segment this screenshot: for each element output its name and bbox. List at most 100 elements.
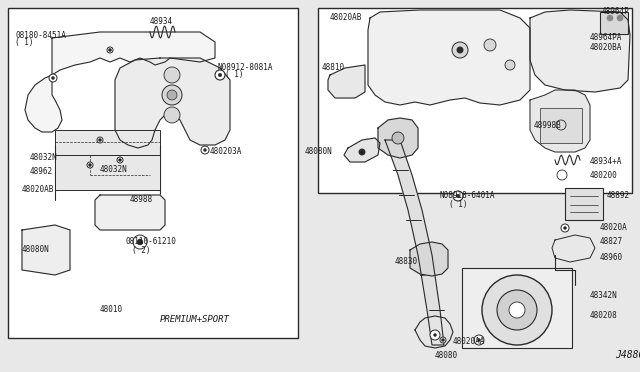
Text: 48020BA: 48020BA (590, 44, 622, 52)
Circle shape (87, 162, 93, 168)
Circle shape (497, 290, 537, 330)
Circle shape (164, 107, 180, 123)
Polygon shape (344, 138, 380, 162)
Circle shape (442, 339, 445, 341)
Text: 48934: 48934 (150, 17, 173, 26)
Text: 48892: 48892 (607, 190, 630, 199)
Polygon shape (378, 118, 418, 158)
Text: 48020A: 48020A (600, 224, 628, 232)
Circle shape (49, 74, 57, 82)
Polygon shape (25, 75, 62, 132)
Polygon shape (530, 90, 590, 152)
Text: 48342N: 48342N (590, 291, 618, 299)
Polygon shape (530, 10, 630, 92)
Text: ( 1): ( 1) (449, 201, 467, 209)
Circle shape (561, 224, 569, 232)
Text: 480203A: 480203A (210, 148, 243, 157)
Bar (600, 12, 628, 34)
Circle shape (452, 42, 468, 58)
Text: ( 2): ( 2) (132, 246, 150, 254)
Circle shape (453, 191, 463, 201)
Circle shape (482, 275, 552, 345)
Polygon shape (115, 58, 230, 148)
Text: 48998B: 48998B (534, 121, 562, 129)
Bar (540, 108, 582, 143)
Circle shape (457, 47, 463, 53)
Polygon shape (52, 32, 215, 75)
Circle shape (109, 48, 111, 51)
Text: 48080N: 48080N (304, 148, 332, 157)
Circle shape (164, 67, 180, 83)
Text: N08912-8081A: N08912-8081A (218, 64, 273, 73)
Circle shape (201, 146, 209, 154)
Text: 48032N: 48032N (30, 154, 58, 163)
Circle shape (204, 148, 207, 151)
Text: 48080: 48080 (435, 352, 458, 360)
Text: 48830: 48830 (395, 257, 418, 266)
Text: ( 1): ( 1) (225, 71, 243, 80)
Text: 48080N: 48080N (22, 246, 50, 254)
Circle shape (97, 137, 103, 143)
Circle shape (51, 77, 54, 80)
Circle shape (474, 335, 484, 345)
Circle shape (359, 149, 365, 155)
Bar (318, 8, 632, 193)
Circle shape (133, 235, 147, 249)
Circle shape (607, 15, 613, 21)
Text: 48934+A: 48934+A (590, 157, 622, 167)
Text: 48020AB: 48020AB (330, 13, 362, 22)
Polygon shape (95, 195, 165, 230)
Circle shape (617, 15, 623, 21)
Text: 48032N: 48032N (100, 166, 128, 174)
Circle shape (107, 47, 113, 53)
Circle shape (99, 138, 102, 141)
Polygon shape (328, 65, 365, 98)
Circle shape (215, 70, 225, 80)
Circle shape (167, 90, 177, 100)
Polygon shape (410, 242, 448, 276)
Circle shape (137, 239, 143, 245)
Text: J48800VC: J48800VC (615, 350, 640, 360)
Circle shape (440, 337, 446, 343)
Polygon shape (415, 316, 453, 348)
Text: N08918-6401A: N08918-6401A (440, 192, 495, 201)
Circle shape (88, 164, 92, 167)
Polygon shape (385, 140, 444, 345)
Text: 48964P: 48964P (602, 7, 630, 16)
Circle shape (392, 132, 404, 144)
Circle shape (218, 73, 222, 77)
Circle shape (118, 158, 122, 161)
Text: PREMIUM+SPORT: PREMIUM+SPORT (160, 315, 230, 324)
Text: 08110-61210: 08110-61210 (125, 237, 176, 247)
Circle shape (477, 339, 481, 341)
Circle shape (484, 39, 496, 51)
Circle shape (430, 330, 440, 340)
Circle shape (509, 302, 525, 318)
Text: 48020AB: 48020AB (22, 186, 54, 195)
Text: 480208: 480208 (590, 311, 618, 320)
Text: 48810: 48810 (322, 64, 345, 73)
Bar (55, 130, 160, 155)
Text: 48962: 48962 (30, 167, 53, 176)
Circle shape (505, 60, 515, 70)
Text: 48988: 48988 (130, 196, 153, 205)
Bar (565, 188, 603, 220)
Bar (462, 268, 572, 348)
Text: 48010: 48010 (100, 305, 123, 314)
Bar (8, 8, 298, 338)
Polygon shape (368, 10, 530, 105)
Polygon shape (552, 235, 595, 262)
Text: ( 1): ( 1) (15, 38, 33, 46)
Text: +: + (360, 149, 364, 155)
Text: 08180-8451A: 08180-8451A (15, 31, 66, 39)
Circle shape (456, 194, 460, 198)
Text: 48960: 48960 (600, 253, 623, 263)
Polygon shape (22, 225, 70, 275)
Text: 48827: 48827 (600, 237, 623, 247)
Circle shape (557, 170, 567, 180)
Text: 48964PA: 48964PA (590, 33, 622, 42)
Text: 48020AA: 48020AA (453, 337, 485, 346)
Circle shape (117, 157, 123, 163)
Text: 480200: 480200 (590, 170, 618, 180)
Circle shape (162, 85, 182, 105)
